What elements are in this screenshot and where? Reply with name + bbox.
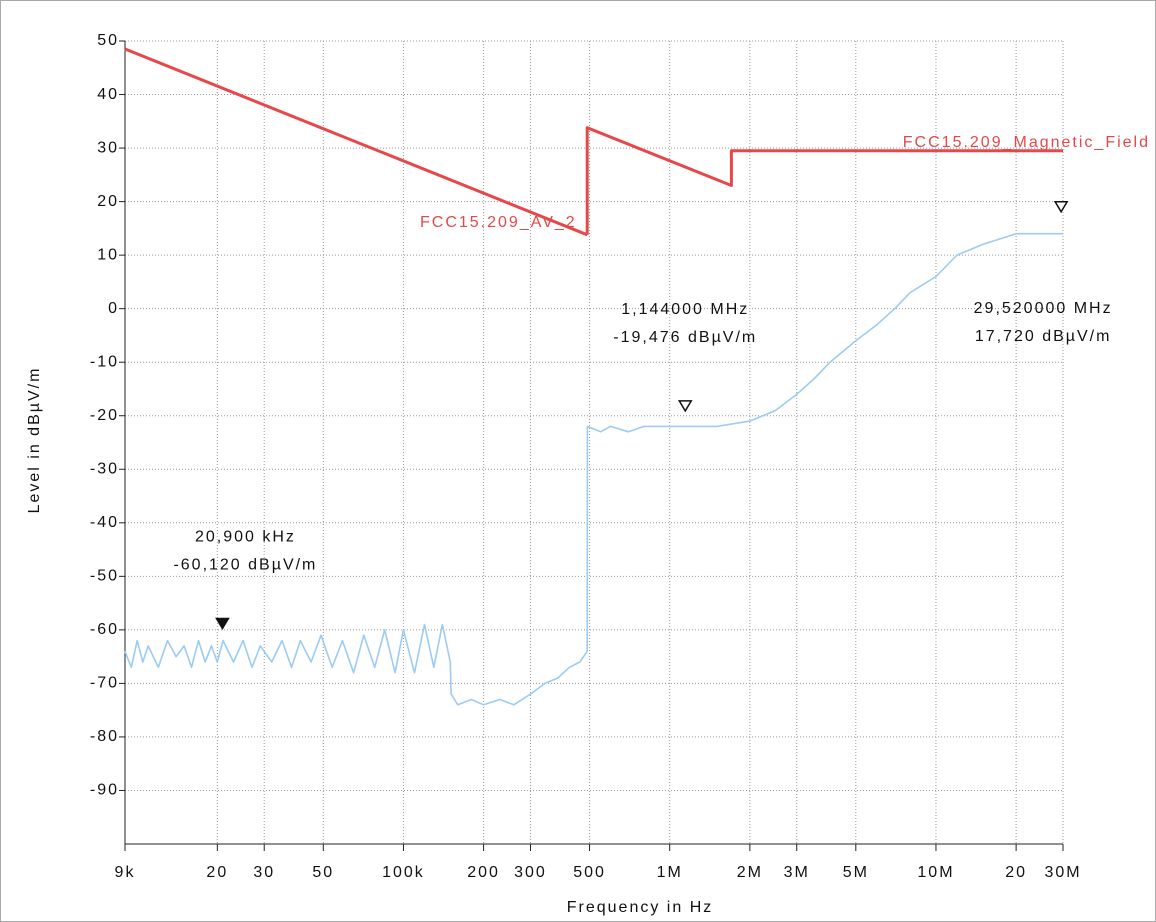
- y-tick-label: 40: [97, 86, 119, 103]
- x-tick-label: 30: [253, 864, 275, 881]
- x-tick-label: 3M: [784, 864, 810, 881]
- marker: [215, 617, 230, 630]
- x-tick-label: 300: [514, 864, 547, 881]
- y-tick-label: -40: [90, 514, 119, 531]
- y-tick-label: -80: [90, 728, 119, 745]
- y-tick-label: 0: [108, 300, 119, 317]
- x-tick-label: 200: [467, 864, 500, 881]
- series-line: [124, 47, 588, 237]
- marker: [1053, 201, 1069, 214]
- marker-label: 20,900 kHz: [195, 529, 296, 546]
- x-tick-label: 10M: [917, 864, 954, 881]
- x-axis-label: Frequency in Hz: [567, 899, 714, 916]
- x-tick-label: 500: [573, 864, 606, 881]
- y-tick-label: -60: [90, 621, 119, 638]
- series-label: FCC15.209_Magnetic_Field: [903, 134, 1150, 151]
- y-tick-label: 10: [97, 246, 119, 263]
- y-tick-label: -70: [90, 675, 119, 692]
- x-tick-label: 2M: [737, 864, 763, 881]
- y-tick-label: -20: [90, 407, 119, 424]
- marker-label: 17,720 dBµV/m: [975, 328, 1112, 345]
- marker-label: 29,520000 MHz: [974, 300, 1113, 317]
- x-tick-label: 20: [206, 864, 228, 881]
- x-tick-label: 50: [312, 864, 334, 881]
- x-tick-label: 1M: [657, 864, 683, 881]
- x-tick-label: 20: [1005, 864, 1027, 881]
- y-tick-label: -30: [90, 460, 119, 477]
- series-label: FCC15.209_AV_2: [420, 214, 577, 231]
- y-tick-label: 50: [97, 32, 119, 49]
- marker: [677, 400, 693, 413]
- y-tick-label: -90: [90, 782, 119, 799]
- series-line: [585, 126, 1063, 235]
- y-axis-label: Level in dBµV/m: [26, 367, 43, 514]
- x-tick-label: 9k: [115, 864, 136, 881]
- marker-label: -19,476 dBµV/m: [613, 329, 757, 346]
- y-tick-label: -10: [90, 353, 119, 370]
- x-tick-label: 5M: [843, 864, 869, 881]
- marker-label: 1,144000 MHz: [621, 301, 749, 318]
- y-tick-label: 30: [97, 139, 119, 156]
- y-tick-label: -50: [90, 568, 119, 585]
- y-tick-label: 20: [97, 193, 119, 210]
- series-line: [124, 232, 1063, 706]
- marker-label: -60,120 dBµV/m: [173, 557, 317, 574]
- x-tick-label: 30M: [1044, 864, 1081, 881]
- x-tick-label: 100k: [382, 864, 425, 881]
